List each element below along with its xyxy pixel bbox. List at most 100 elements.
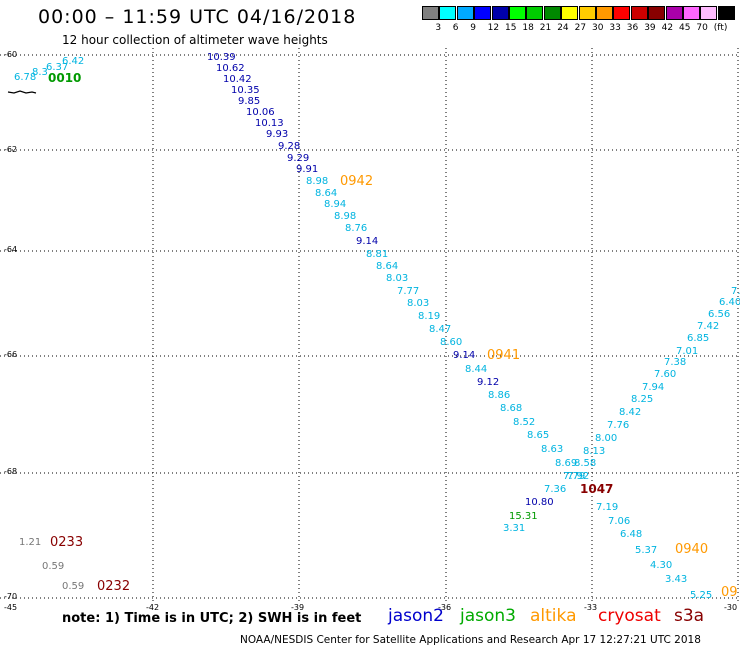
- wave-height-value: 7.38: [664, 357, 687, 368]
- wave-height-value: 9.93: [266, 129, 289, 140]
- legend-s3a: s3a: [674, 606, 705, 626]
- wave-height-value: 7.60: [654, 369, 677, 380]
- color-swatch: [422, 6, 439, 20]
- wave-height-value: 8.68: [500, 403, 523, 414]
- color-swatch: [578, 6, 596, 20]
- color-scale-label: 36: [626, 23, 639, 33]
- lat-tick-66: -66: [4, 350, 18, 359]
- lat-tick-70: -70: [4, 592, 18, 601]
- pass-time-label: 0940: [675, 542, 709, 557]
- wave-height-value: 6.42: [62, 56, 85, 67]
- map-grid: [0, 48, 740, 604]
- wave-height-value: 7.19: [596, 502, 619, 513]
- color-scale-label: 12: [487, 23, 500, 33]
- color-swatch: [648, 6, 666, 20]
- wave-height-value: 10.42: [223, 74, 252, 85]
- wave-height-value: 7.06: [608, 516, 631, 527]
- wave-height-value: 8.00: [595, 433, 618, 444]
- footer-note: note: 1) Time is in UTC; 2) SWH is in fe…: [62, 611, 362, 626]
- wave-height-value: 0.59: [42, 561, 65, 572]
- legend-jason3: jason3: [460, 606, 516, 626]
- color-swatch: [613, 6, 631, 20]
- wave-height-value: 6.78: [14, 72, 37, 83]
- wave-height-value: 10.80: [525, 497, 554, 508]
- wave-height-value: 10.39: [207, 52, 236, 63]
- color-swatch: [630, 6, 648, 20]
- wave-height-value: 8.3: [32, 67, 48, 78]
- land-fragment: [7, 90, 37, 94]
- wave-height-value: 7.01: [676, 346, 699, 357]
- wave-height-value: 6.40: [719, 297, 740, 308]
- wave-height-value: 10.06: [246, 107, 275, 118]
- wave-height-value: 9.14: [356, 236, 379, 247]
- wave-height-value: 8.64: [315, 188, 338, 199]
- map-title: 00:00 – 11:59 UTC 04/16/2018: [38, 6, 357, 28]
- wave-height-value: 7.40: [731, 286, 740, 297]
- pass-time-label: 0232: [97, 579, 131, 594]
- color-scale-label: 45: [679, 23, 691, 33]
- color-scale-label: 33: [609, 23, 621, 33]
- wave-height-value: 8.52: [513, 417, 536, 428]
- color-swatch: [456, 6, 474, 20]
- lon-tick-33: -33: [584, 603, 598, 612]
- color-swatch: [700, 6, 718, 20]
- wave-height-value: 9.85: [238, 96, 261, 107]
- wave-height-value: 8.58: [574, 458, 597, 469]
- wave-height-value: 6.56: [708, 309, 731, 320]
- legend-altika: altika: [530, 606, 577, 626]
- color-scale-label: 21: [539, 23, 552, 33]
- wave-height-value: 8.64: [376, 261, 399, 272]
- color-swatch: [717, 6, 735, 20]
- wave-height-value: 8.86: [488, 390, 511, 401]
- color-scale-label: 24: [557, 23, 569, 33]
- wave-height-value: 7.94: [642, 382, 665, 393]
- lat-tick-68: -68: [4, 467, 18, 476]
- color-scale-label: 27: [574, 23, 587, 33]
- wave-height-value: 10.62: [216, 63, 245, 74]
- color-swatch: [543, 6, 561, 20]
- color-scale-label: 18: [522, 23, 534, 33]
- wave-height-value: 8.44: [465, 364, 488, 375]
- color-swatch: [561, 6, 579, 20]
- wave-height-value: 1.21: [19, 537, 42, 548]
- wave-height-value: 9.12: [477, 377, 500, 388]
- color-scale-label: 39: [644, 23, 656, 33]
- wave-height-value: 10.13: [255, 118, 284, 129]
- lon-tick-39: -39: [291, 603, 305, 612]
- wave-height-value: 9.91: [296, 164, 319, 175]
- lon-tick-36: -36: [438, 603, 452, 612]
- pass-time-label: 0941: [487, 348, 521, 363]
- legend-jason2: jason2: [388, 606, 444, 626]
- wave-height-value: 8.25: [631, 394, 654, 405]
- color-scale-label: (ft): [713, 23, 728, 33]
- wave-height-value: 8.60: [440, 337, 463, 348]
- wave-height-value: 7.79: [563, 471, 586, 482]
- wave-height-value: 10.35: [231, 85, 260, 96]
- color-swatch: [509, 6, 526, 20]
- wave-height-value: 0.59: [62, 581, 85, 592]
- wave-height-value: 8.03: [386, 273, 409, 284]
- color-swatch: [596, 6, 613, 20]
- lon-tick-45: -45: [4, 603, 18, 612]
- wave-height-value: 9.28: [278, 141, 301, 152]
- wave-height-value: 5.25: [690, 590, 713, 601]
- pass-time-label: 09: [721, 585, 738, 600]
- wave-height-value: 8.98: [306, 176, 329, 187]
- wave-height-value: 9.29: [287, 153, 310, 164]
- pass-time-label: 0942: [340, 174, 374, 189]
- lon-tick-30: -30: [724, 603, 738, 612]
- wave-height-value: 8.42: [619, 407, 642, 418]
- wave-height-value: 7.42: [697, 321, 720, 332]
- wave-height-value: 8.47: [429, 324, 452, 335]
- wave-height-value: 6.37: [46, 62, 69, 73]
- wave-height-value: 7.92: [567, 471, 590, 482]
- pass-time-label: 1047: [580, 482, 614, 496]
- color-scale-label: 70: [696, 23, 708, 33]
- legend-cryosat: cryosat: [598, 606, 661, 626]
- wave-height-value: 6.48: [620, 529, 643, 540]
- wave-height-value: 8.03: [407, 298, 430, 309]
- wave-height-value: 8.65: [527, 430, 550, 441]
- wave-height-value: 3.31: [503, 523, 526, 534]
- map-subtitle: 12 hour collection of altimeter wave hei…: [62, 33, 328, 47]
- wave-height-value: 8.81: [366, 249, 389, 260]
